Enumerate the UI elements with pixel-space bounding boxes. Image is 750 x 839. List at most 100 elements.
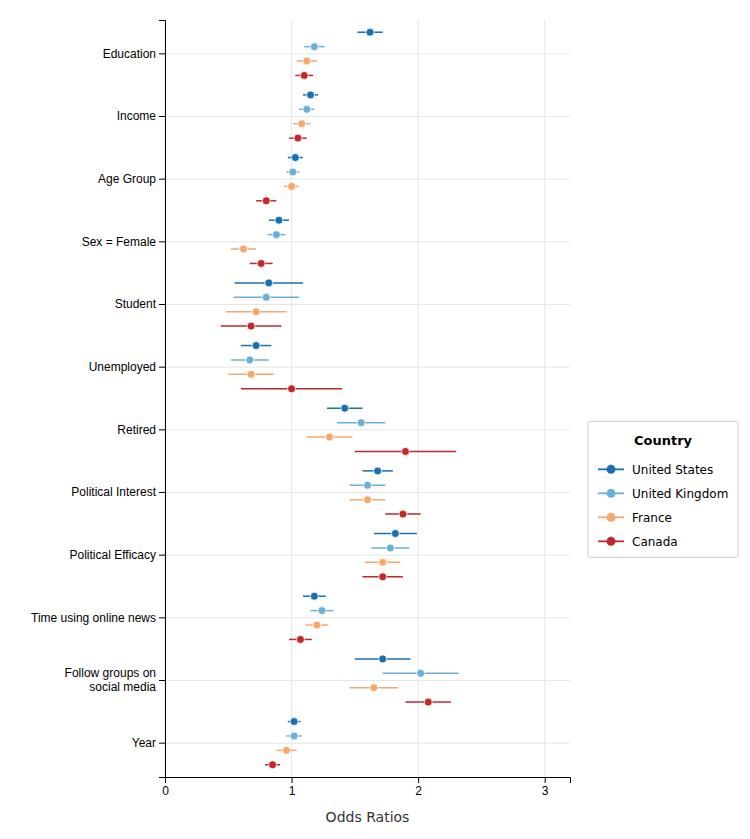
x-tick-label: 1: [289, 784, 296, 798]
point: [257, 259, 265, 267]
y-tick-label: Follow groups onsocial media: [65, 666, 157, 694]
x-grid-line: [418, 20, 419, 777]
point: [239, 245, 247, 253]
point: [364, 496, 372, 504]
y-tick-label: Political Interest: [71, 485, 156, 499]
y-tick-label-line: Year: [132, 736, 156, 750]
x-tick-mark: [292, 777, 293, 783]
y-grid-line: [165, 555, 570, 556]
y-grid-line: [165, 492, 570, 493]
legend-label: United Kingdom: [632, 487, 728, 501]
legend-swatch-point: [607, 465, 616, 474]
x-axis-title: Odds Ratios: [326, 809, 410, 825]
legend-frame: [588, 421, 738, 557]
y-tick-label-line: Follow groups on: [65, 666, 156, 680]
point: [313, 621, 321, 629]
series: [231, 43, 459, 740]
point: [399, 510, 407, 518]
point: [294, 134, 302, 142]
y-tick-label: Sex = Female: [82, 235, 157, 249]
y-tick-label-line: Age Group: [98, 172, 156, 186]
y-grid-line: [165, 429, 570, 430]
point: [391, 530, 399, 538]
point: [298, 120, 306, 128]
y-tick-label: Unemployed: [89, 360, 156, 374]
x-tick-mark: [418, 777, 419, 783]
y-grid-line: [165, 304, 570, 305]
y-tick: Retired: [117, 423, 165, 437]
y-tick-mark: [159, 53, 165, 54]
y-tick-label: Time using online news: [31, 611, 156, 625]
y-grid-line: [165, 617, 570, 618]
point: [283, 746, 291, 754]
point: [290, 718, 298, 726]
legend-label: France: [632, 511, 672, 525]
point: [379, 558, 387, 566]
y-tick-mark: [159, 617, 165, 618]
y-tick-mark: [159, 241, 165, 242]
y-grid-line: [165, 680, 570, 681]
y-tick-mark: [159, 743, 165, 744]
y-tick-mark: [159, 179, 165, 180]
point: [288, 182, 296, 190]
y-tick-mark: [159, 304, 165, 305]
point: [303, 105, 311, 113]
legend-label: Canada: [632, 535, 678, 549]
x-tick-label: 3: [542, 784, 549, 798]
y-tick: Follow groups onsocial media: [65, 666, 165, 694]
y-tick-mark: [159, 116, 165, 117]
y-tick-label-line: Political Efficacy: [70, 548, 156, 562]
point: [303, 57, 311, 65]
point: [370, 684, 378, 692]
x-grid-line: [291, 20, 292, 777]
y-tick-label: Income: [117, 109, 157, 123]
chart: 0 1 2 3 Education Income Age Group Sex = Female…: [0, 0, 750, 839]
point: [364, 481, 372, 489]
point: [246, 356, 254, 364]
y-tick: Political Interest: [71, 485, 165, 499]
point: [296, 635, 304, 643]
point: [307, 91, 315, 99]
point: [379, 655, 387, 663]
y-axis: Education Income Age Group Sex = Female Stud…: [31, 21, 165, 778]
point: [424, 698, 432, 706]
legend-title: Country: [634, 433, 693, 448]
x-tick-label: 0: [162, 784, 169, 798]
point: [252, 308, 260, 316]
point: [326, 433, 334, 441]
y-tick-label-line: social media: [89, 680, 156, 694]
legend-swatch-point: [607, 513, 616, 522]
y-tick-label-line: Political Interest: [71, 485, 156, 499]
point: [269, 761, 277, 769]
y-grid-line: [165, 743, 570, 744]
legend: Country United States United Kingdom France…: [588, 421, 738, 557]
legend-label: United States: [632, 463, 713, 477]
point: [318, 607, 326, 615]
point: [379, 573, 387, 581]
y-tick-label-line: Education: [103, 47, 156, 61]
y-tick: Unemployed: [89, 360, 165, 374]
y-tick: Age Group: [98, 172, 165, 186]
point: [386, 544, 394, 552]
legend-swatch-point: [607, 537, 616, 546]
y-tick-label: Student: [115, 297, 157, 311]
point: [374, 467, 382, 475]
x-tick: 2: [415, 777, 422, 798]
series: [235, 28, 417, 725]
y-tick-label-line: Student: [115, 297, 157, 311]
point: [262, 197, 270, 205]
grid: [165, 20, 570, 777]
point: [401, 447, 409, 455]
y-tick-mark: [159, 555, 165, 556]
marks: [221, 28, 459, 769]
y-tick-mark: [159, 680, 165, 681]
point: [252, 342, 260, 350]
y-tick: Sex = Female: [82, 235, 165, 249]
series: [226, 57, 401, 754]
x-tick: 3: [542, 777, 549, 798]
series: [221, 71, 456, 768]
y-tick-label: Retired: [117, 423, 156, 437]
y-tick-mark: [159, 367, 165, 368]
legend-swatch-point: [607, 489, 616, 498]
y-grid-line: [165, 53, 570, 54]
